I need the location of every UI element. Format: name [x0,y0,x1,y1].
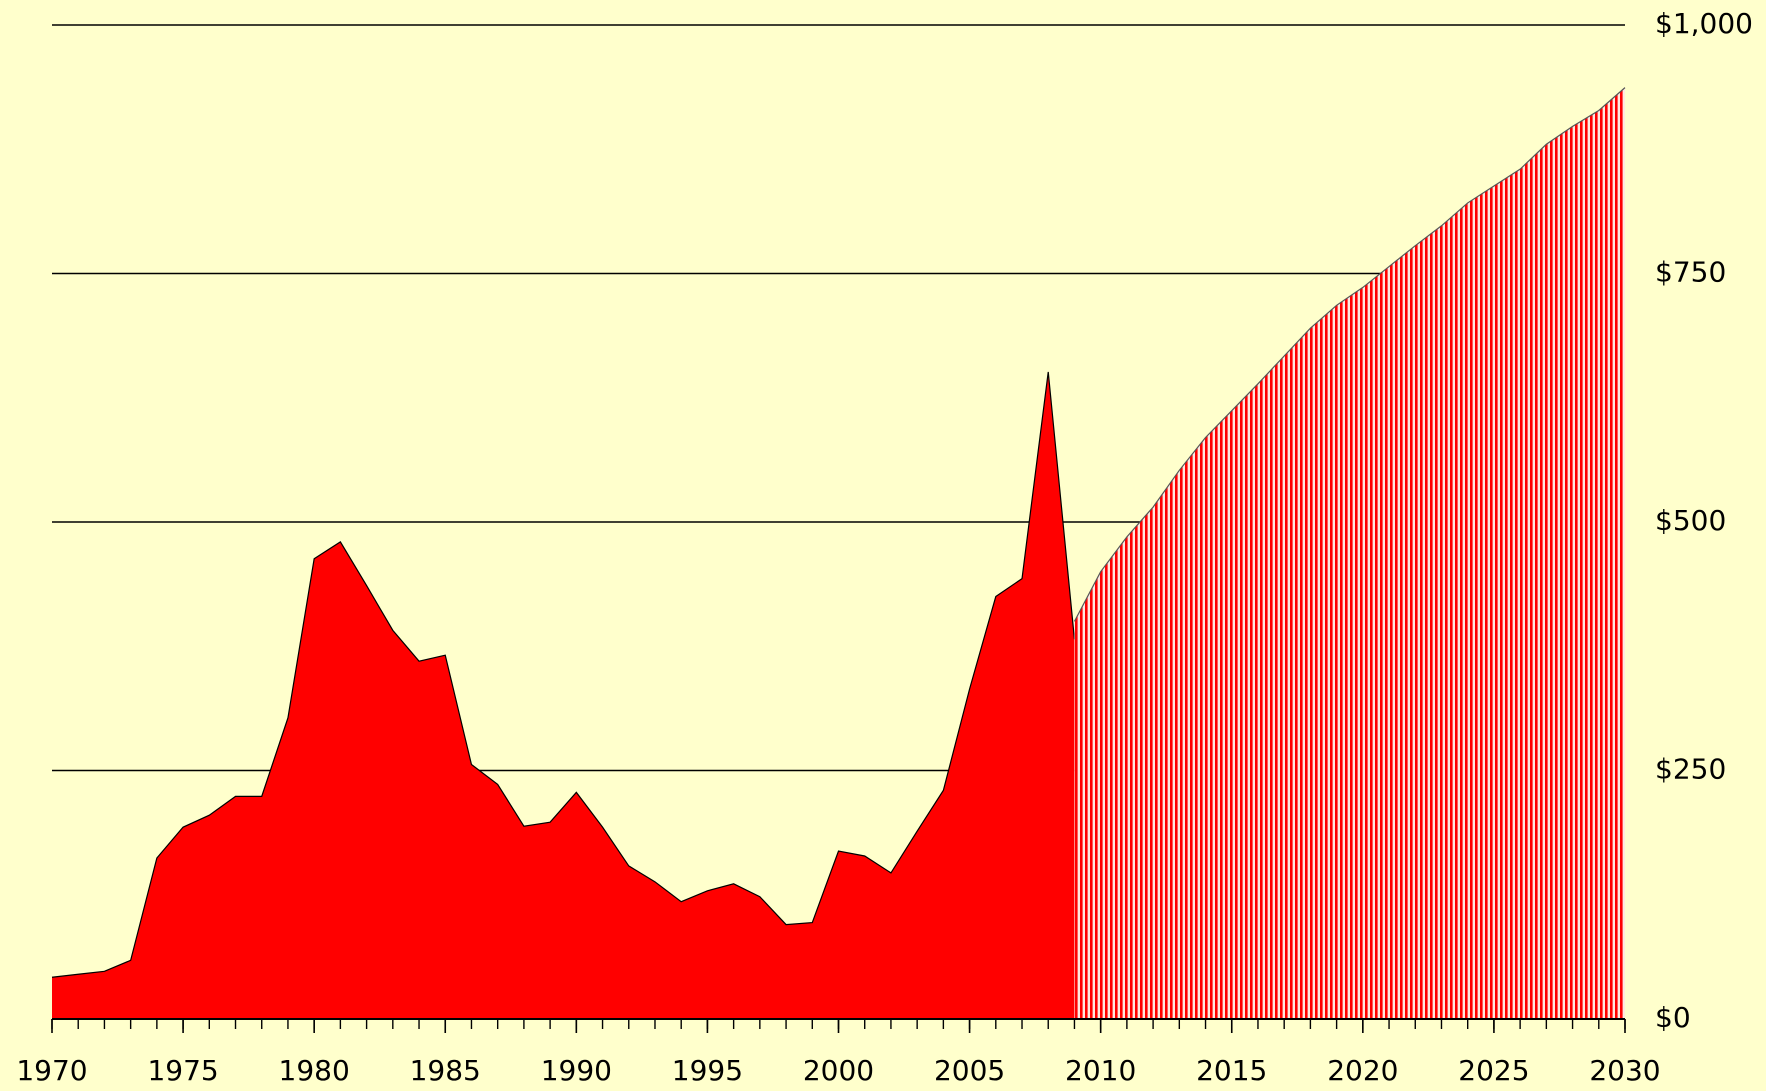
x-tick-label: 1980 [279,1054,350,1087]
y-tick-label: $1,000 [1655,7,1753,40]
x-tick-label: 1985 [410,1054,481,1087]
x-tick-label: 2025 [1458,1054,1529,1087]
area [1074,87,1625,1019]
area-outline [51,371,1076,978]
area [52,371,1075,1019]
area-outline [1073,87,1626,622]
x-tick-label: 2030 [1589,1054,1660,1087]
x-tick-label: 1990 [541,1054,612,1087]
areas [51,87,1626,1019]
axes: $0 $250 $500 $750 $1,000 1970 1975 1980 1985 1990… [16,7,1753,1087]
x-tick-label: 2010 [1065,1054,1136,1087]
x-tick-label: 1970 [16,1054,87,1087]
x-tick-label: 2005 [934,1054,1005,1087]
x-tick-label: 2000 [803,1054,874,1087]
x-tick-label: 1995 [672,1054,743,1087]
x-tick-label: 2015 [1196,1054,1267,1087]
x-tick-label: 2020 [1327,1054,1398,1087]
y-tick-label: $500 [1655,504,1726,537]
x-tick-label: 1975 [147,1054,218,1087]
y-tick-label: $0 [1655,1001,1691,1034]
y-tick-label: $250 [1655,753,1726,786]
y-tick-label: $750 [1655,256,1726,289]
